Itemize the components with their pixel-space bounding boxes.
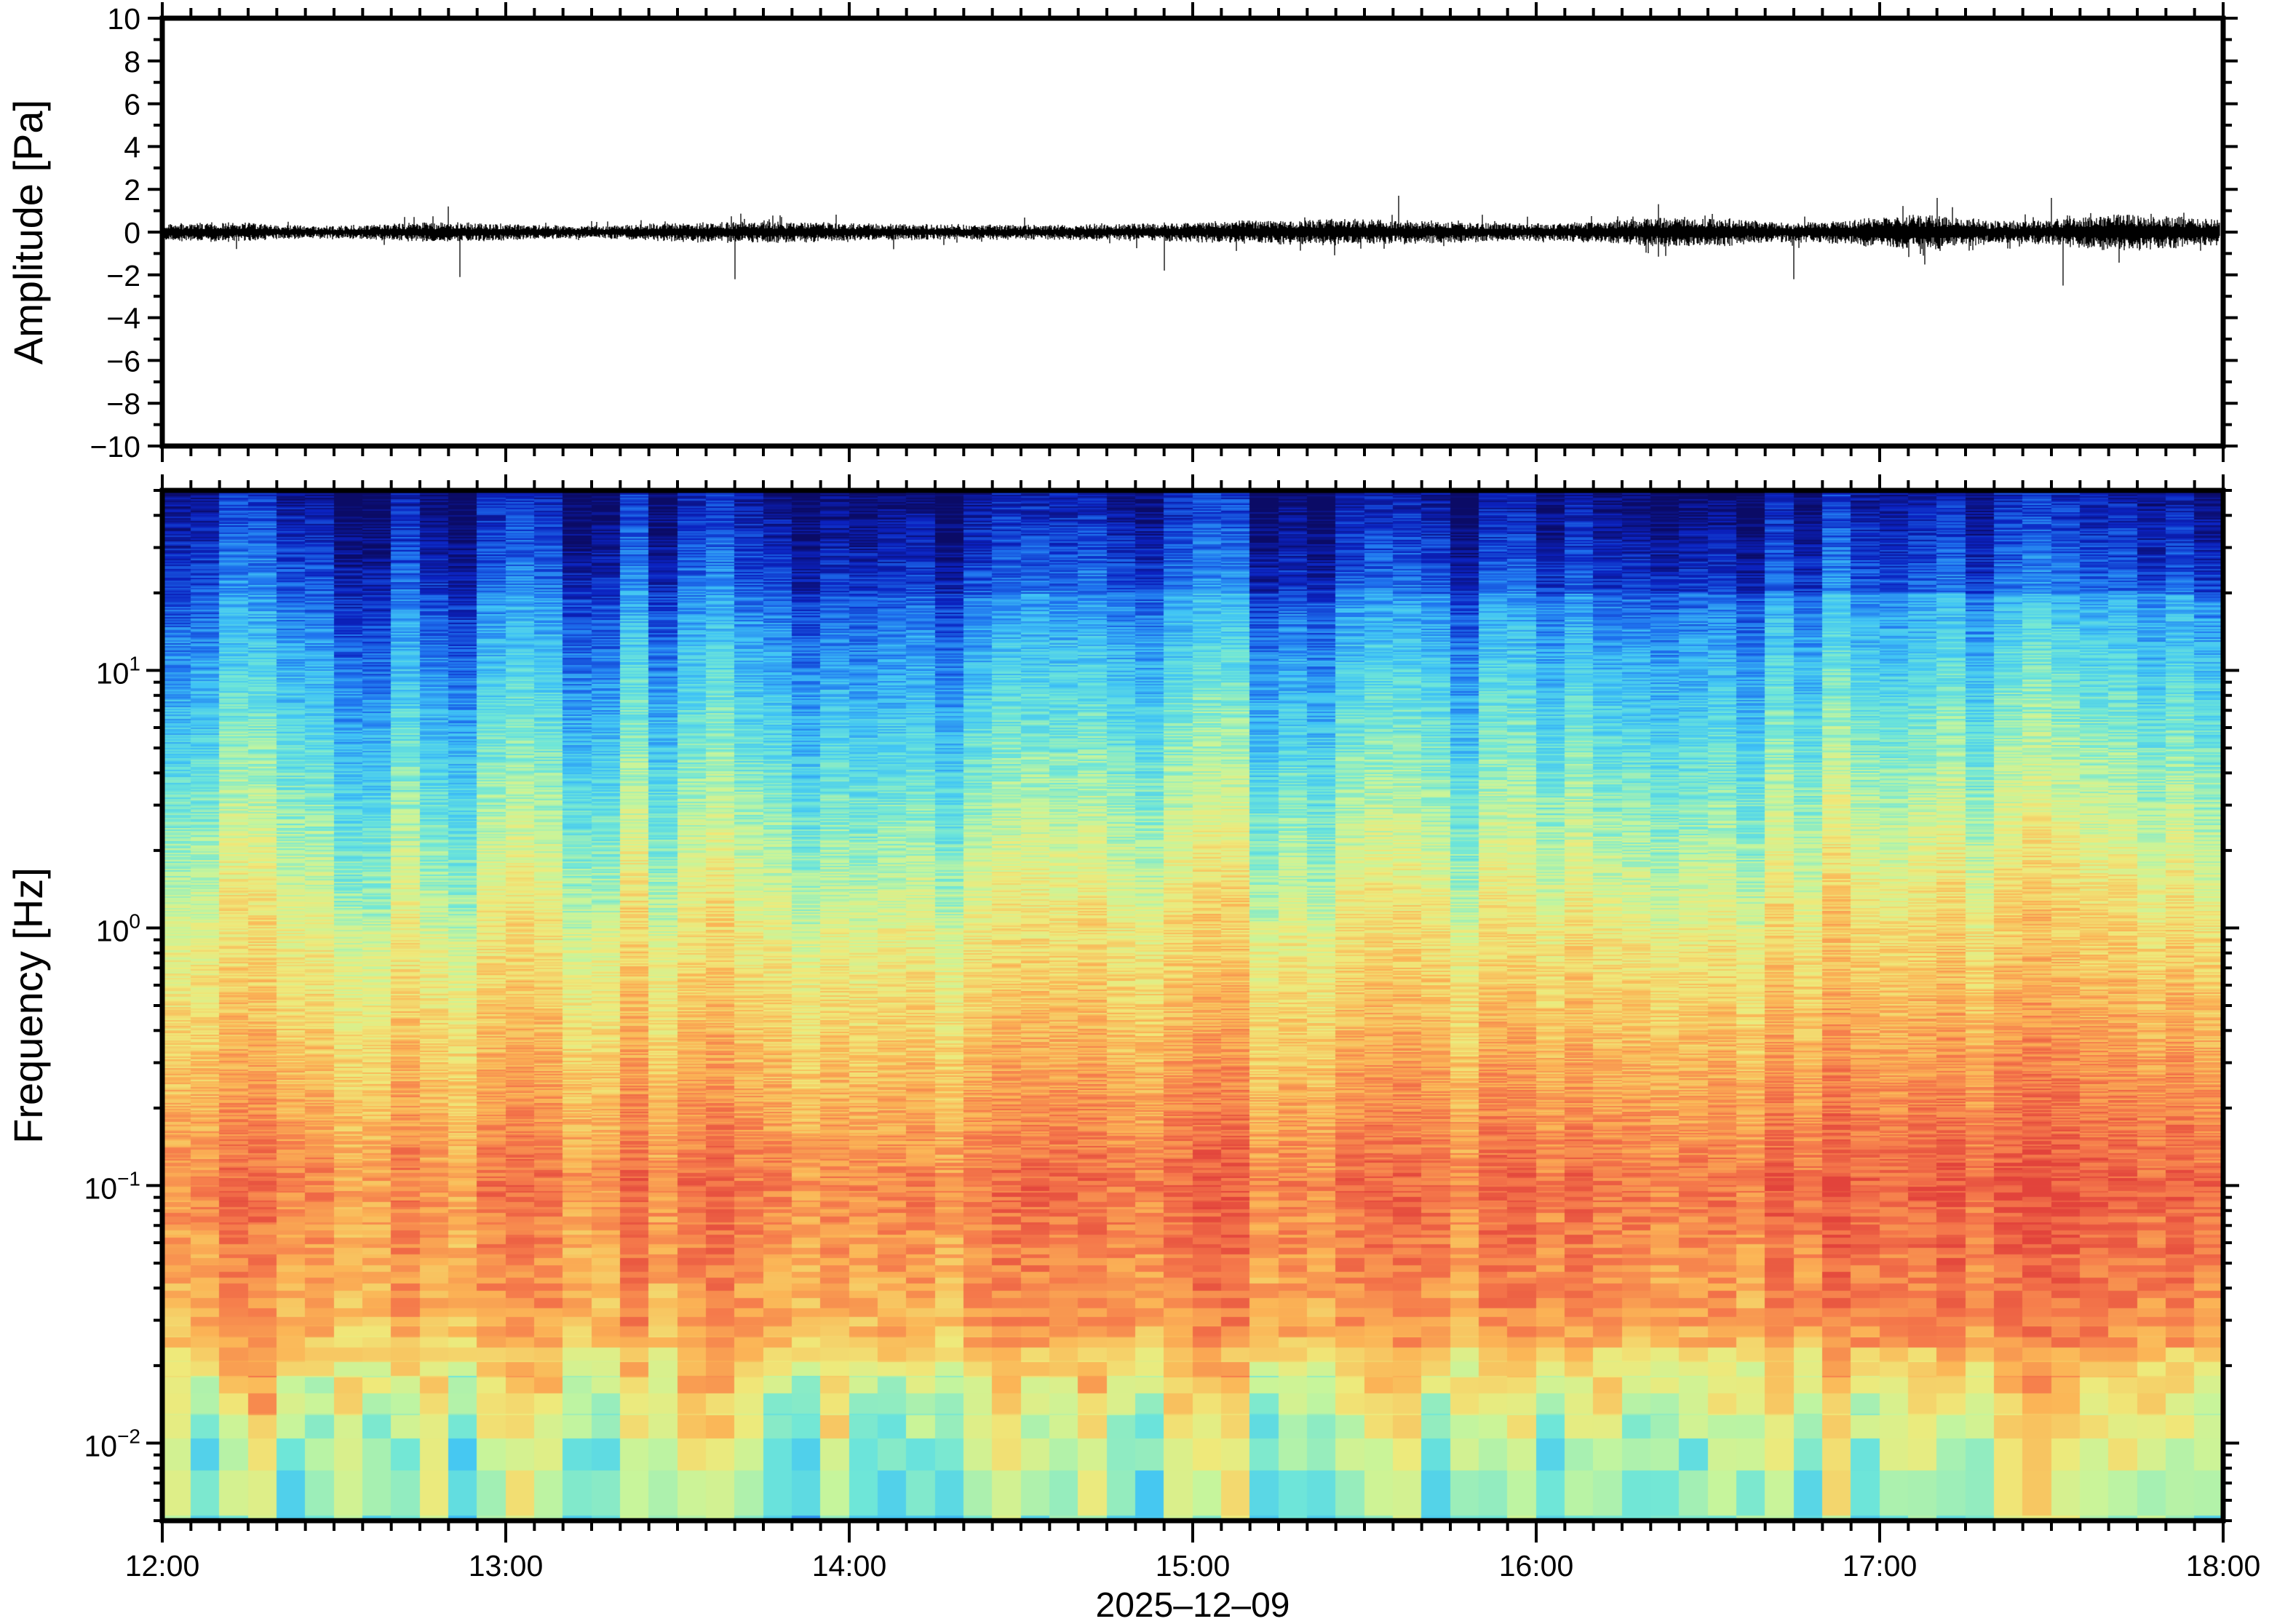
tick-label-base: 10 [96,656,130,690]
x-tick-label: 18:00 [2186,1549,2261,1583]
tick-label-base: 10 [96,914,130,947]
spectrogram-y-tick-label: 10−2 [84,1425,140,1462]
spectrogram-y-axis-title: Frequency [Hz] [5,867,51,1144]
spectrogram-y-tick-label: 10−1 [84,1167,140,1205]
waveform-y-tick-label: 8 [124,45,140,79]
waveform-y-tick-label: −6 [106,344,140,378]
x-tick-label: 17:00 [1843,1549,1918,1583]
spectrogram-image [162,490,2223,1521]
waveform-y-axis-title: Amplitude [Pa] [5,100,51,365]
waveform-y-tick-label: 6 [124,88,140,122]
x-tick-label: 12:00 [125,1549,200,1583]
waveform-y-tick-label: −2 [106,259,140,292]
tick-label-base: 10 [84,1171,117,1205]
tick-label-base: 10 [84,1429,117,1462]
waveform-trace [164,196,2220,286]
waveform-y-tick-label: 0 [124,216,140,250]
waveform-y-tick-label: −4 [106,302,140,335]
tick-label-exponent: −1 [117,1167,140,1190]
tick-label-exponent: −2 [117,1425,140,1447]
waveform-y-tick-label: −8 [106,387,140,421]
waveform-y-tick-label: 10 [107,2,140,36]
waveform-frame [159,15,2226,449]
waveform-y-tick-label: 4 [124,130,140,164]
spectrogram-y-tick-label: 100 [96,909,140,947]
spectrogram-frame [159,487,2226,1524]
x-axis-date-label: 2025–12–09 [1096,1586,1290,1624]
waveform-y-tick-label: −10 [90,430,140,463]
x-tick-label: 16:00 [1499,1549,1574,1583]
waveform-y-tick-label: 2 [124,173,140,207]
x-tick-label: 13:00 [469,1549,544,1583]
waveform-panel: 10 8 6 4 2 0 −2 −4 −6 −8 −10 Amplitude [Pa] [5,2,2238,463]
spectrogram-y-tick-label: 101 [96,652,140,690]
tick-label-exponent: 0 [129,909,140,932]
x-tick-label: 14:00 [812,1549,887,1583]
x-tick-label: 15:00 [1156,1549,1231,1583]
tick-label-exponent: 1 [129,652,140,674]
